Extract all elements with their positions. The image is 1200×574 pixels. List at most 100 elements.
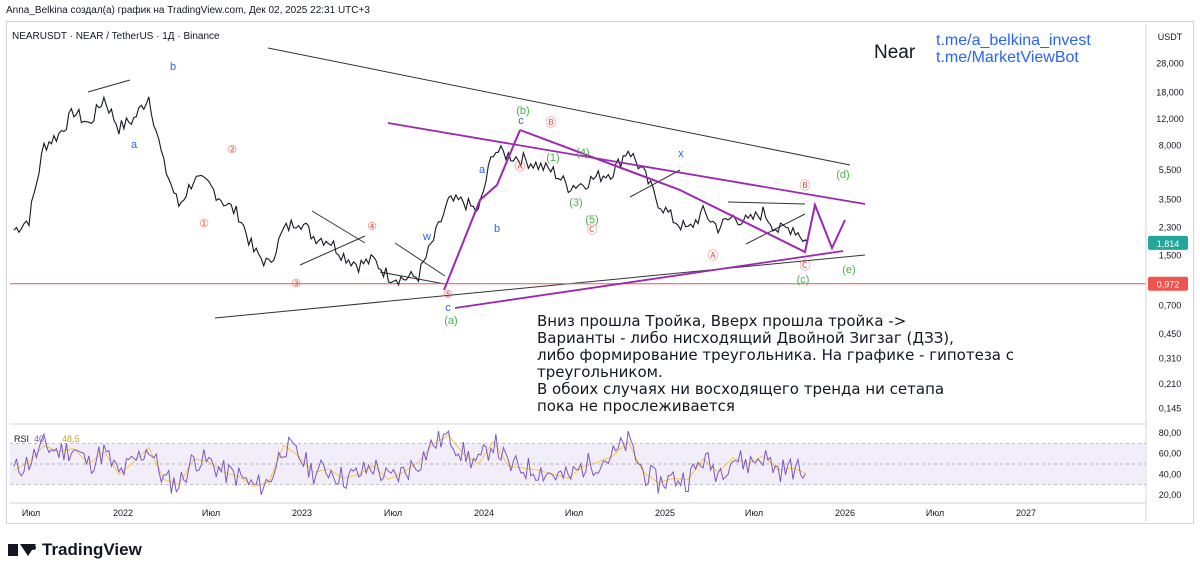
chart-frame xyxy=(6,21,1194,524)
ticker-title[interactable]: NEARUSDT · NEAR / TetherUS · 1Д · Binanc… xyxy=(12,31,220,42)
wave-label: c xyxy=(445,302,451,314)
wave-label: a xyxy=(131,139,138,151)
wave-label: (1) xyxy=(546,152,559,164)
price-line xyxy=(13,95,809,287)
price-tick-label: 3,500 xyxy=(1159,195,1182,205)
wave-label: (5) xyxy=(585,214,598,226)
trend-segment xyxy=(87,79,131,93)
price-tick-label: 0,310 xyxy=(1159,354,1182,364)
rsi-value-label: 40, xyxy=(34,434,47,444)
price-tick-label: 8,000 xyxy=(1159,141,1182,151)
rsi-label: RSI xyxy=(14,434,29,444)
wave-label: a xyxy=(479,164,486,176)
wave-label: ① xyxy=(199,218,209,230)
trend-segment xyxy=(299,235,366,266)
wave-label: x xyxy=(678,148,684,160)
wave-label: ④ xyxy=(367,221,377,233)
wave-label: Ⓒ xyxy=(800,259,811,272)
tradingview-logo-icon xyxy=(8,542,36,558)
wave-label: Ⓒ xyxy=(587,223,598,236)
wave-label: (b) xyxy=(516,105,529,117)
time-tick-label: Июл xyxy=(565,508,583,518)
price-axis-unit: USDT xyxy=(1158,32,1183,42)
price-tick-label: 18,000 xyxy=(1156,87,1184,97)
time-tick-label: 2027 xyxy=(1016,508,1036,518)
trend-segment xyxy=(629,169,681,198)
analysis-annotation: Вниз прошла Тройка, Вверх прошла тройка … xyxy=(537,312,1015,415)
rsi-tick-label: 40,00 xyxy=(1159,469,1182,479)
wave-label: ② xyxy=(227,144,237,156)
rsi-tick-label: 20,00 xyxy=(1159,490,1182,500)
price-tick-label: 1,500 xyxy=(1159,250,1182,260)
time-tick-label: 2023 xyxy=(292,508,312,518)
wave-label: ③ xyxy=(291,278,301,290)
price-tick-label: 0,210 xyxy=(1159,379,1182,389)
price-tick-label: 5,500 xyxy=(1159,165,1182,175)
triangle-lower-line xyxy=(454,250,844,309)
symbol-label: Near xyxy=(874,42,916,63)
trend-segment xyxy=(379,271,446,285)
wave-label: c xyxy=(518,115,524,127)
price-tick-label: 12,000 xyxy=(1156,114,1184,124)
trend-segment xyxy=(311,210,366,244)
trend-lines: 0,972 xyxy=(10,47,1188,319)
wave-label: (e) xyxy=(842,264,855,276)
telegram-link-1[interactable]: t.me/a_belkina_invest xyxy=(936,32,1091,49)
time-tick-label: 2022 xyxy=(113,508,133,518)
triangle-upper-line xyxy=(387,122,866,205)
rsi-band xyxy=(10,443,1146,485)
price-series: 1,814 xyxy=(13,95,1188,287)
wave-label: b xyxy=(170,61,176,73)
tradingview-brand[interactable]: TradingView xyxy=(8,540,142,560)
wave-label: Ⓐ xyxy=(708,249,719,262)
wave-label: (c) xyxy=(797,274,810,286)
time-tick-label: 2026 xyxy=(835,508,855,518)
wave-labels: ba ②① ④③w⑤c(a)ab(b)cⒶⒷ(1)(3)(4)(5)ⒸxⒶⒷⒸ(c)… xyxy=(131,61,856,327)
rsi-pane: 80,00 60,00 40,00 20,00 RSI 40, 48,5 xyxy=(10,423,1182,500)
rsi-ma-value-label: 48,5 xyxy=(62,434,80,444)
trend-segment xyxy=(727,201,806,205)
time-tick-label: 2024 xyxy=(474,508,494,518)
time-tick-label: Июл xyxy=(926,508,944,518)
wave-label: (4) xyxy=(576,147,589,159)
wave-label: (a) xyxy=(444,315,457,327)
wave-label: (3) xyxy=(569,197,582,209)
price-tick-label: 0,145 xyxy=(1159,403,1182,413)
price-axis: USDT 28,000 18,000 12,000 8,000 5,500 3,500 2,3… xyxy=(1145,24,1184,522)
time-tick-label: Июл xyxy=(384,508,402,518)
chart-attribution: Anna_Belkina создал(а) график на Trading… xyxy=(6,5,370,16)
wave-label: Ⓐ xyxy=(515,160,526,173)
wave-label: b xyxy=(494,223,500,235)
rsi-tick-label: 80,00 xyxy=(1159,428,1182,438)
price-tick-label: 2,300 xyxy=(1159,222,1182,232)
wave-drawings xyxy=(387,122,866,309)
telegram-links: t.me/a_belkina_invest t.me/MarketViewBot xyxy=(936,32,1091,66)
time-tick-label: 2025 xyxy=(655,508,675,518)
trend-segment xyxy=(394,242,446,277)
upper-trendline xyxy=(267,47,851,166)
last-price-label: 1,814 xyxy=(1157,239,1180,249)
time-tick-label: Июл xyxy=(745,508,763,518)
time-axis: Июл 2022 Июл 2023 Июл 2024 Июл 2025 Июл 2026 Июл 20… xyxy=(10,502,1146,518)
wave-label: Ⓑ xyxy=(800,179,811,192)
wave-label: w xyxy=(422,231,431,243)
level-price-badge xyxy=(1148,276,1188,291)
wave-label: ⑤ xyxy=(443,289,453,301)
wave-label: Ⓑ xyxy=(546,116,557,129)
price-tick-label: 0,450 xyxy=(1159,329,1182,339)
rsi-tick-label: 60,00 xyxy=(1159,449,1182,459)
time-tick-label: Июл xyxy=(202,508,220,518)
rsi-line xyxy=(13,429,806,496)
time-tick-label: Июл xyxy=(22,508,40,518)
wave-triangle-path xyxy=(519,129,846,254)
last-price-badge xyxy=(1148,235,1188,250)
wave-impulse-up xyxy=(443,129,521,291)
wave-label: (d) xyxy=(836,169,849,181)
price-tick-label: 28,000 xyxy=(1156,58,1184,68)
brand-name: TradingView xyxy=(42,540,142,559)
level-price-label: 0,972 xyxy=(1157,280,1180,290)
price-tick-label: 0,700 xyxy=(1159,300,1182,310)
lower-trendline xyxy=(214,254,866,319)
telegram-link-2[interactable]: t.me/MarketViewBot xyxy=(936,49,1079,66)
